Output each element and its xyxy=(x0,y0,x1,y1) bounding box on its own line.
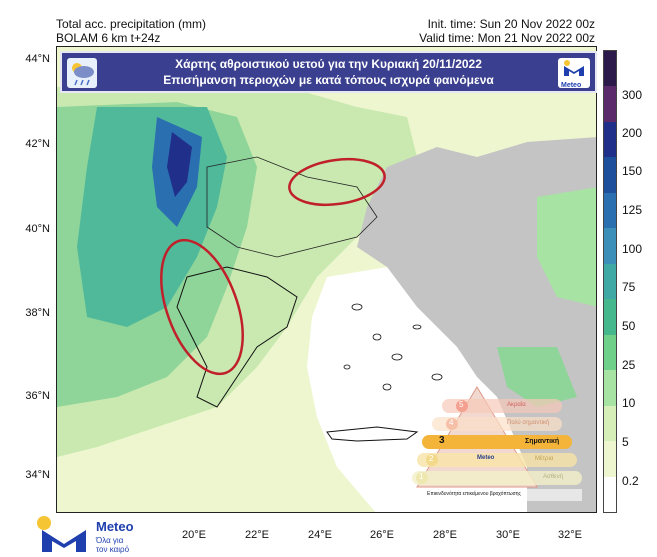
precipitation-map: 5 4 3 2 1 Ακραία Πολύ σημαντική Σημαντικ… xyxy=(56,46,597,513)
lon-tick-30: 30°E xyxy=(496,529,520,541)
lon-tick-20: 20°E xyxy=(182,529,206,541)
colorbar-segment xyxy=(604,441,616,477)
lat-tick-38: 38°N xyxy=(25,307,50,319)
warning-level-4: 4 xyxy=(449,418,454,427)
footer-tagline: Όλα για τον καιρό xyxy=(96,536,129,554)
warning-logo-text: Meteo xyxy=(477,455,495,461)
colorbar-label-150: 150 xyxy=(622,164,643,178)
colorbar-segment xyxy=(604,299,616,335)
meteo-logo-banner: Meteo xyxy=(558,58,590,89)
colorbar-label-25: 25 xyxy=(622,358,636,372)
header-variable: Total acc. precipitation (mm) xyxy=(56,17,207,31)
lon-tick-22: 22°E xyxy=(245,529,269,541)
valid-time: Valid time: Mon 21 Nov 2022 00z xyxy=(419,31,595,45)
colorbar-segment xyxy=(604,192,616,229)
colorbar-segment xyxy=(604,51,616,87)
banner-title: Χάρτης αθροιστικού υετού για την Κυριακή… xyxy=(175,57,482,71)
highlight-western-greece xyxy=(160,238,244,376)
warning-label-significant: Σημαντική xyxy=(525,438,560,445)
warning-label-moderate: Μέτρια xyxy=(535,456,554,462)
rain-cloud-icon xyxy=(67,58,97,88)
lon-tick-32: 32°E xyxy=(558,529,582,541)
lat-tick-36: 36°N xyxy=(25,390,50,402)
footer-brand: Meteo xyxy=(96,519,134,534)
colorbar-segment xyxy=(604,157,616,193)
meteo-footer-logo: Meteo Όλα για τον καιρό xyxy=(34,514,144,556)
footer-tagline-1: Όλα για xyxy=(96,536,124,545)
crete-island xyxy=(326,426,419,442)
colorbar-segment xyxy=(604,476,616,513)
colorbar-segment xyxy=(604,121,616,158)
warning-label-very-significant: Πολύ σημαντική xyxy=(507,420,550,426)
colorbar-label-10: 10 xyxy=(622,396,636,410)
colorbar-label-300: 300 xyxy=(622,88,643,102)
footer-tagline-2: τον καιρό xyxy=(96,545,130,554)
init-time: Init. time: Sun 20 Nov 2022 00z xyxy=(427,17,595,31)
header-left: Total acc. precipitation (mm) BOLAM 6 km… xyxy=(56,17,206,45)
lon-tick-26: 26°E xyxy=(370,529,394,541)
meteo-m-icon xyxy=(564,60,584,76)
warning-level-1: 1 xyxy=(419,472,424,481)
colorbar-label-75: 75 xyxy=(622,280,636,294)
lon-tick-28: 28°E xyxy=(433,529,457,541)
warning-scale: 5 4 3 2 1 Ακραία Πολύ σημαντική Σημαντικ… xyxy=(407,377,587,505)
precip-patch-east xyxy=(537,187,596,307)
lat-tick-34: 34°N xyxy=(25,469,50,481)
warning-label-weak: Ασθενή xyxy=(543,474,564,480)
colorbar-segment xyxy=(604,334,616,371)
header-right: Init. time: Sun 20 Nov 2022 00z Valid ti… xyxy=(419,17,595,45)
warning-level-5: 5 xyxy=(459,400,464,409)
colorbar-segment xyxy=(604,405,616,442)
header-model: BOLAM 6 km t+24z xyxy=(56,31,161,45)
precip-extreme-area xyxy=(167,132,192,197)
colorbar xyxy=(603,50,617,513)
balkan-borders xyxy=(206,156,378,258)
colorbar-segment xyxy=(604,263,616,300)
lat-tick-40: 40°N xyxy=(25,223,50,235)
colorbar-label-200: 200 xyxy=(622,126,643,140)
colorbar-label-5: 5 xyxy=(622,435,629,449)
lon-tick-24: 24°E xyxy=(308,529,332,541)
lat-tick-42: 42°N xyxy=(25,138,50,150)
colorbar-label-0-2: 0.2 xyxy=(622,474,639,488)
banner-logo-text: Meteo xyxy=(561,82,582,89)
aegean-islands xyxy=(343,303,443,391)
banner-subtitle: Επισήμανση περιοχών με κατά τόπους ισχυρ… xyxy=(163,73,494,87)
colorbar-segment xyxy=(604,86,616,122)
warning-caption: Επικινδυνότητα επικείμενου βροχόπτωσης xyxy=(427,491,521,497)
colorbar-segment xyxy=(604,228,616,264)
colorbar-label-125: 125 xyxy=(622,203,643,217)
colorbar-label-100: 100 xyxy=(622,242,643,256)
colorbar-label-50: 50 xyxy=(622,319,636,333)
precip-patch-south xyxy=(497,347,577,407)
title-banner: Χάρτης αθροιστικού υετού για την Κυριακή… xyxy=(60,51,597,93)
meteo-logo-icon xyxy=(37,516,86,552)
greece-coastline xyxy=(176,266,298,408)
warning-level-2: 2 xyxy=(429,454,434,463)
highlight-thrace xyxy=(288,157,386,207)
lat-tick-44: 44°N xyxy=(25,53,50,65)
colorbar-segment xyxy=(604,370,616,406)
warning-pyramid xyxy=(412,386,582,501)
warning-label-extreme: Ακραία xyxy=(507,402,526,408)
warning-level-3: 3 xyxy=(439,435,445,446)
